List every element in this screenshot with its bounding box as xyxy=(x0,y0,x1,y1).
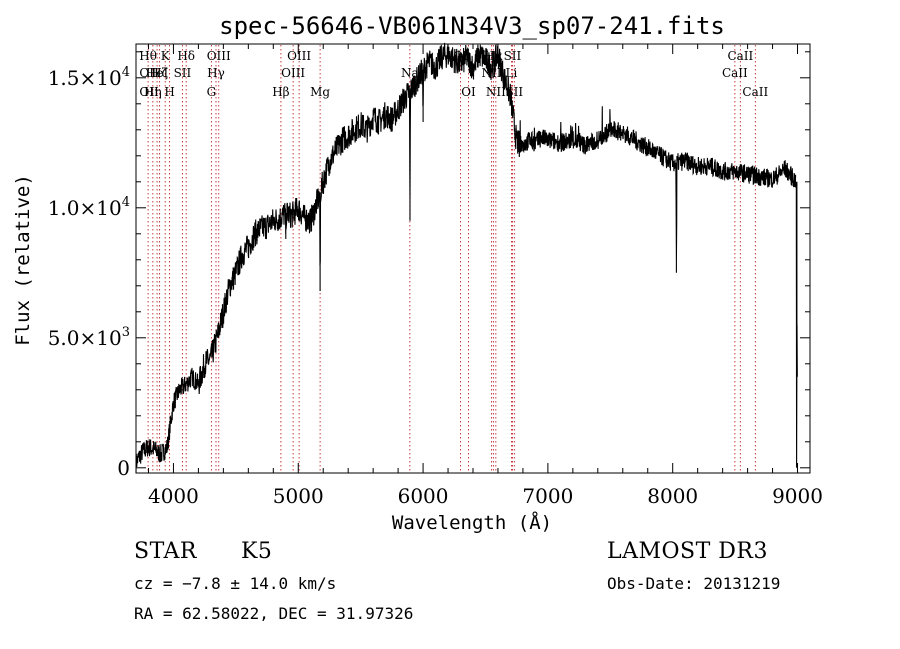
x-tick-label: 5000 xyxy=(273,484,324,508)
line-marker-label: OIII xyxy=(287,49,311,63)
line-marker-label: H xyxy=(164,85,174,99)
line-marker-label: Hθ xyxy=(139,49,157,63)
object-subclass: K5 xyxy=(241,539,272,564)
emission-line-labels: HθHηHeIHζKHSIIHδGHγOIIIHβOIIIOIIIMgNaOIO… xyxy=(139,49,768,99)
x-tick-label: 8000 xyxy=(647,484,698,508)
line-marker-label: CaII xyxy=(722,66,748,80)
line-marker-label: OI xyxy=(461,85,476,99)
chart-title: spec-56646-VB061N34V3_sp07-241.fits xyxy=(219,12,725,40)
line-marker-label: Hβ xyxy=(272,85,289,99)
line-marker-label: OIII xyxy=(281,66,305,80)
line-marker-label: G xyxy=(207,85,217,99)
line-marker-label: CaII xyxy=(742,85,768,99)
y-tick-label: 5.0×103 xyxy=(48,325,130,350)
redshift-velocity: cz = −7.8 ± 14.0 km/s xyxy=(134,574,336,593)
line-marker-label: SII xyxy=(504,49,522,63)
survey-name: LAMOST DR3 xyxy=(607,539,768,564)
spectrum-line xyxy=(136,43,797,473)
line-marker-label: CaII xyxy=(727,49,753,63)
line-marker-label: SII xyxy=(174,66,192,80)
line-marker-label: OII xyxy=(139,85,159,99)
line-marker-label: K xyxy=(161,49,171,63)
line-marker-label: OIII xyxy=(207,49,231,63)
x-axis: 4000 5000 6000 7000 8000 9000 xyxy=(148,44,823,508)
y-axis: 0 5.0×103 1.0×104 1.5×104 xyxy=(48,52,810,480)
observation-date: Obs-Date: 20131219 xyxy=(607,574,780,593)
line-marker-label: Na xyxy=(401,66,419,80)
line-marker-label: Hδ xyxy=(177,49,195,63)
x-tick-label: 9000 xyxy=(772,484,823,508)
y-tick-label: 1.0×104 xyxy=(48,195,130,220)
y-tick-label: 0 xyxy=(117,456,130,480)
y-axis-label: Flux (relative) xyxy=(12,174,34,346)
x-axis-label: Wavelength (Å) xyxy=(392,511,552,534)
line-marker-label: Li xyxy=(506,66,518,80)
line-marker-label: Hγ xyxy=(207,66,225,80)
line-marker-label: Mg xyxy=(310,85,330,99)
x-tick-label: 6000 xyxy=(398,484,449,508)
x-tick-label: 7000 xyxy=(522,484,573,508)
object-class: STAR xyxy=(134,539,197,564)
y-tick-label: 1.5×104 xyxy=(48,65,130,90)
x-tick-label: 4000 xyxy=(148,484,199,508)
coordinates: RA = 62.58022, DEC = 31.97326 xyxy=(134,604,413,623)
